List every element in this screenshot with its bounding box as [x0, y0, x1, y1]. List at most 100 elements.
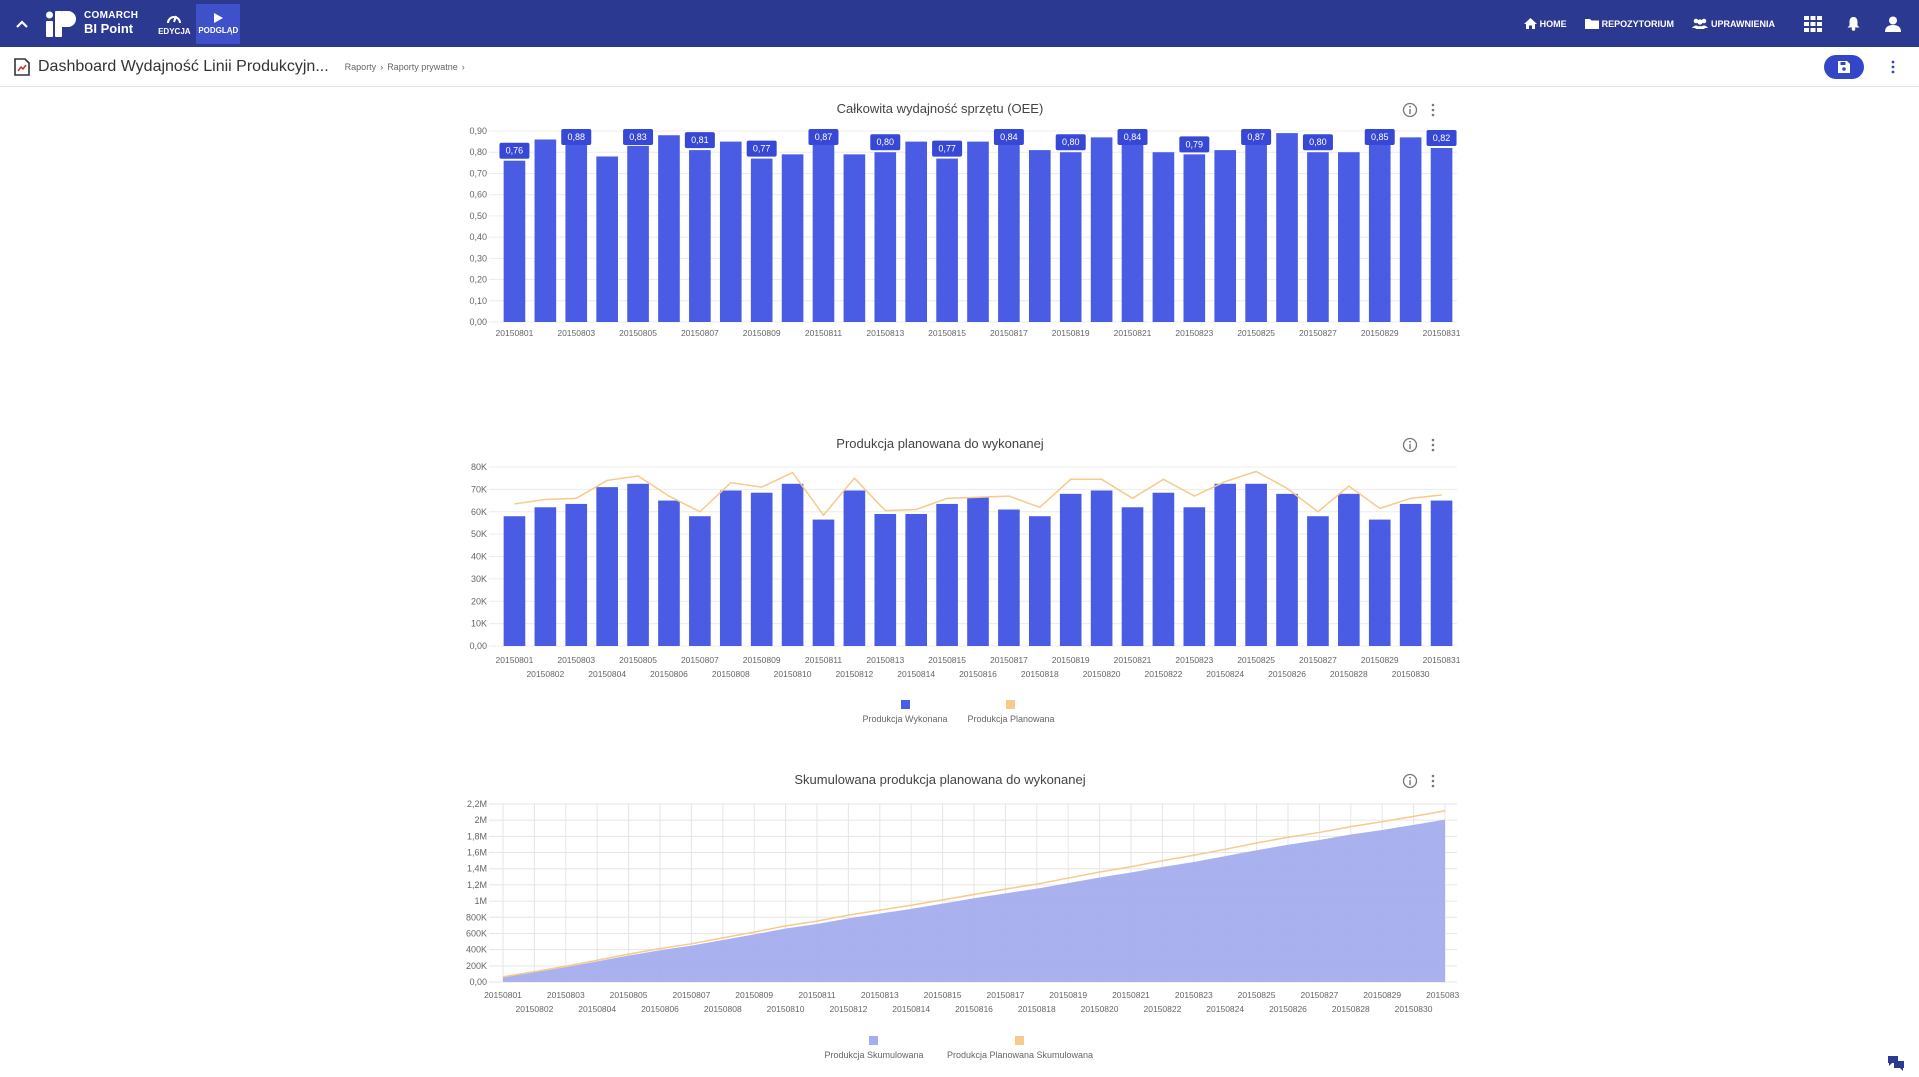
x-tick-label: 20150818 [1021, 669, 1059, 679]
y-tick-label: 1,6M [467, 848, 487, 858]
breadcrumb-item-private-reports[interactable]: Raporty prywatne [387, 61, 458, 72]
x-tick-label: 20150829 [1361, 328, 1399, 338]
save-button[interactable] [1824, 55, 1864, 79]
brand-line2: BI Point [84, 20, 134, 36]
y-tick-label: 30K [471, 574, 487, 584]
collapse-button[interactable] [0, 0, 44, 47]
x-tick-label: 20150813 [866, 655, 904, 665]
oee-bar [936, 158, 958, 322]
oee-bar [967, 141, 989, 322]
cumulative-planned-line [502, 810, 1446, 978]
x-tick-label: 20150811 [805, 328, 842, 338]
x-tick-label: 20150809 [735, 990, 773, 1000]
x-tick-label: 20150829 [1363, 990, 1401, 1000]
oee-data-label: 0,88 [567, 132, 585, 142]
x-tick-label: 20150807 [672, 990, 710, 1000]
info-icon[interactable] [1402, 437, 1418, 453]
x-tick-label: 20150804 [588, 669, 626, 679]
x-tick-label: 20150825 [1237, 655, 1275, 665]
edit-mode-button[interactable]: EDYCJA [152, 4, 196, 44]
edit-mode-label: EDYCJA [158, 27, 191, 36]
oee-bar [750, 158, 773, 322]
legend-label: Produkcja Planowana [967, 714, 1054, 724]
nav-home[interactable]: HOME [1523, 18, 1567, 29]
oee-bar [874, 152, 897, 322]
x-tick-label: 20150829 [1361, 655, 1399, 665]
x-tick-label: 20150803 [557, 655, 595, 665]
oee-data-label: 0,83 [629, 132, 647, 142]
production-bar [781, 483, 804, 646]
oee-data-label: 0,87 [815, 132, 833, 142]
y-tick-label: 80K [471, 462, 487, 472]
data-label-box [1364, 129, 1395, 145]
oee-data-label: 0,85 [1371, 132, 1389, 142]
oee-data-label: 0,77 [753, 144, 771, 154]
x-tick-label: 20150819 [1052, 655, 1090, 665]
chart-menu-icon[interactable] [1430, 437, 1436, 453]
oee-data-label: 0,76 [506, 146, 524, 156]
preview-mode-button[interactable]: PODGLĄD [196, 3, 241, 44]
production-bar [812, 519, 835, 646]
data-label-box [746, 140, 777, 157]
production-bar [905, 513, 928, 646]
breadcrumb: Raporty › Raporty prywatne › [345, 62, 469, 72]
x-tick-label: 20150809 [743, 328, 781, 338]
nav-permissions-label: UPRAWNIENIA [1710, 18, 1775, 29]
oee-bar [1399, 137, 1422, 322]
cumulative-chart: 0,00 200K 400K 600K 800K 1M 1,2M 1,4M 1,6M 1,8M 2M… [466, 799, 1460, 1060]
x-tick-label: 20150817 [990, 655, 1028, 665]
x-tick-label: 20150802 [515, 1004, 553, 1014]
page-title: Dashboard Wydajność Linii Produkcyjn... [38, 57, 329, 75]
brand-logo[interactable]: COMARCH BI Point [46, 10, 138, 37]
data-label-box [1426, 129, 1457, 146]
production-bar [1276, 493, 1298, 646]
x-tick-label: 20150830 [1395, 1004, 1433, 1014]
production-chart: 0,00 10K 20K 30K 40K 50K 60K 70K 80K 20150801 2015… [469, 462, 1460, 724]
oee-bar [1276, 133, 1298, 322]
info-icon[interactable] [1402, 102, 1418, 118]
edit-gauge-icon [167, 15, 182, 24]
production-bar [534, 507, 557, 646]
production-bar [936, 503, 958, 646]
notifications-button[interactable] [1833, 0, 1873, 47]
x-tick-label: 20150817 [986, 990, 1024, 1000]
x-tick-label: 20150815 [924, 990, 962, 1000]
oee-bar [1430, 147, 1453, 322]
chart-menu-icon[interactable] [1430, 773, 1436, 789]
x-tick-label: 20150805 [619, 328, 657, 338]
oee-data-label: 0,87 [1247, 132, 1265, 142]
nav-permissions[interactable]: UPRAWNIENIA [1691, 18, 1775, 29]
x-tick-label: 20150814 [897, 669, 935, 679]
oee-data-label: 0,80 [877, 137, 895, 147]
chart-menu-icon[interactable] [1430, 102, 1436, 118]
x-tick-label: 20150814 [892, 1004, 930, 1014]
oee-bar [781, 154, 804, 322]
y-tick-label: 800K [466, 912, 487, 922]
production-bar [503, 516, 526, 646]
breadcrumb-item-reports[interactable]: Raporty [344, 61, 377, 72]
oee-bar [1028, 150, 1051, 322]
chat-icon[interactable] [1887, 1055, 1905, 1071]
y-tick-label: 1,2M [467, 880, 487, 890]
more-options-icon[interactable] [1889, 59, 1897, 75]
x-tick-label: 20150812 [835, 669, 873, 679]
info-icon[interactable] [1402, 773, 1418, 789]
breadcrumb-separator: › [380, 61, 384, 72]
user-icon [1885, 16, 1901, 32]
data-label-box [1179, 136, 1210, 153]
production-bar [1152, 492, 1175, 646]
legend-swatch [901, 700, 910, 709]
production-bar [1059, 493, 1082, 646]
x-tick-label: 20150822 [1145, 669, 1183, 679]
oee-bar [627, 145, 649, 322]
comarch-logo-icon [46, 10, 76, 37]
user-account-button[interactable] [1873, 0, 1913, 47]
oee-data-label: 0,77 [938, 144, 956, 154]
x-tick-label: 20150820 [1081, 1004, 1119, 1014]
nav-repository[interactable]: REPOZYTORIUM [1584, 18, 1674, 29]
apps-grid-button[interactable] [1793, 0, 1833, 47]
x-tick-label: 20150825 [1238, 990, 1276, 1000]
production-bar [1121, 507, 1144, 646]
bell-icon [1847, 17, 1859, 31]
x-tick-label: 20150828 [1332, 1004, 1370, 1014]
